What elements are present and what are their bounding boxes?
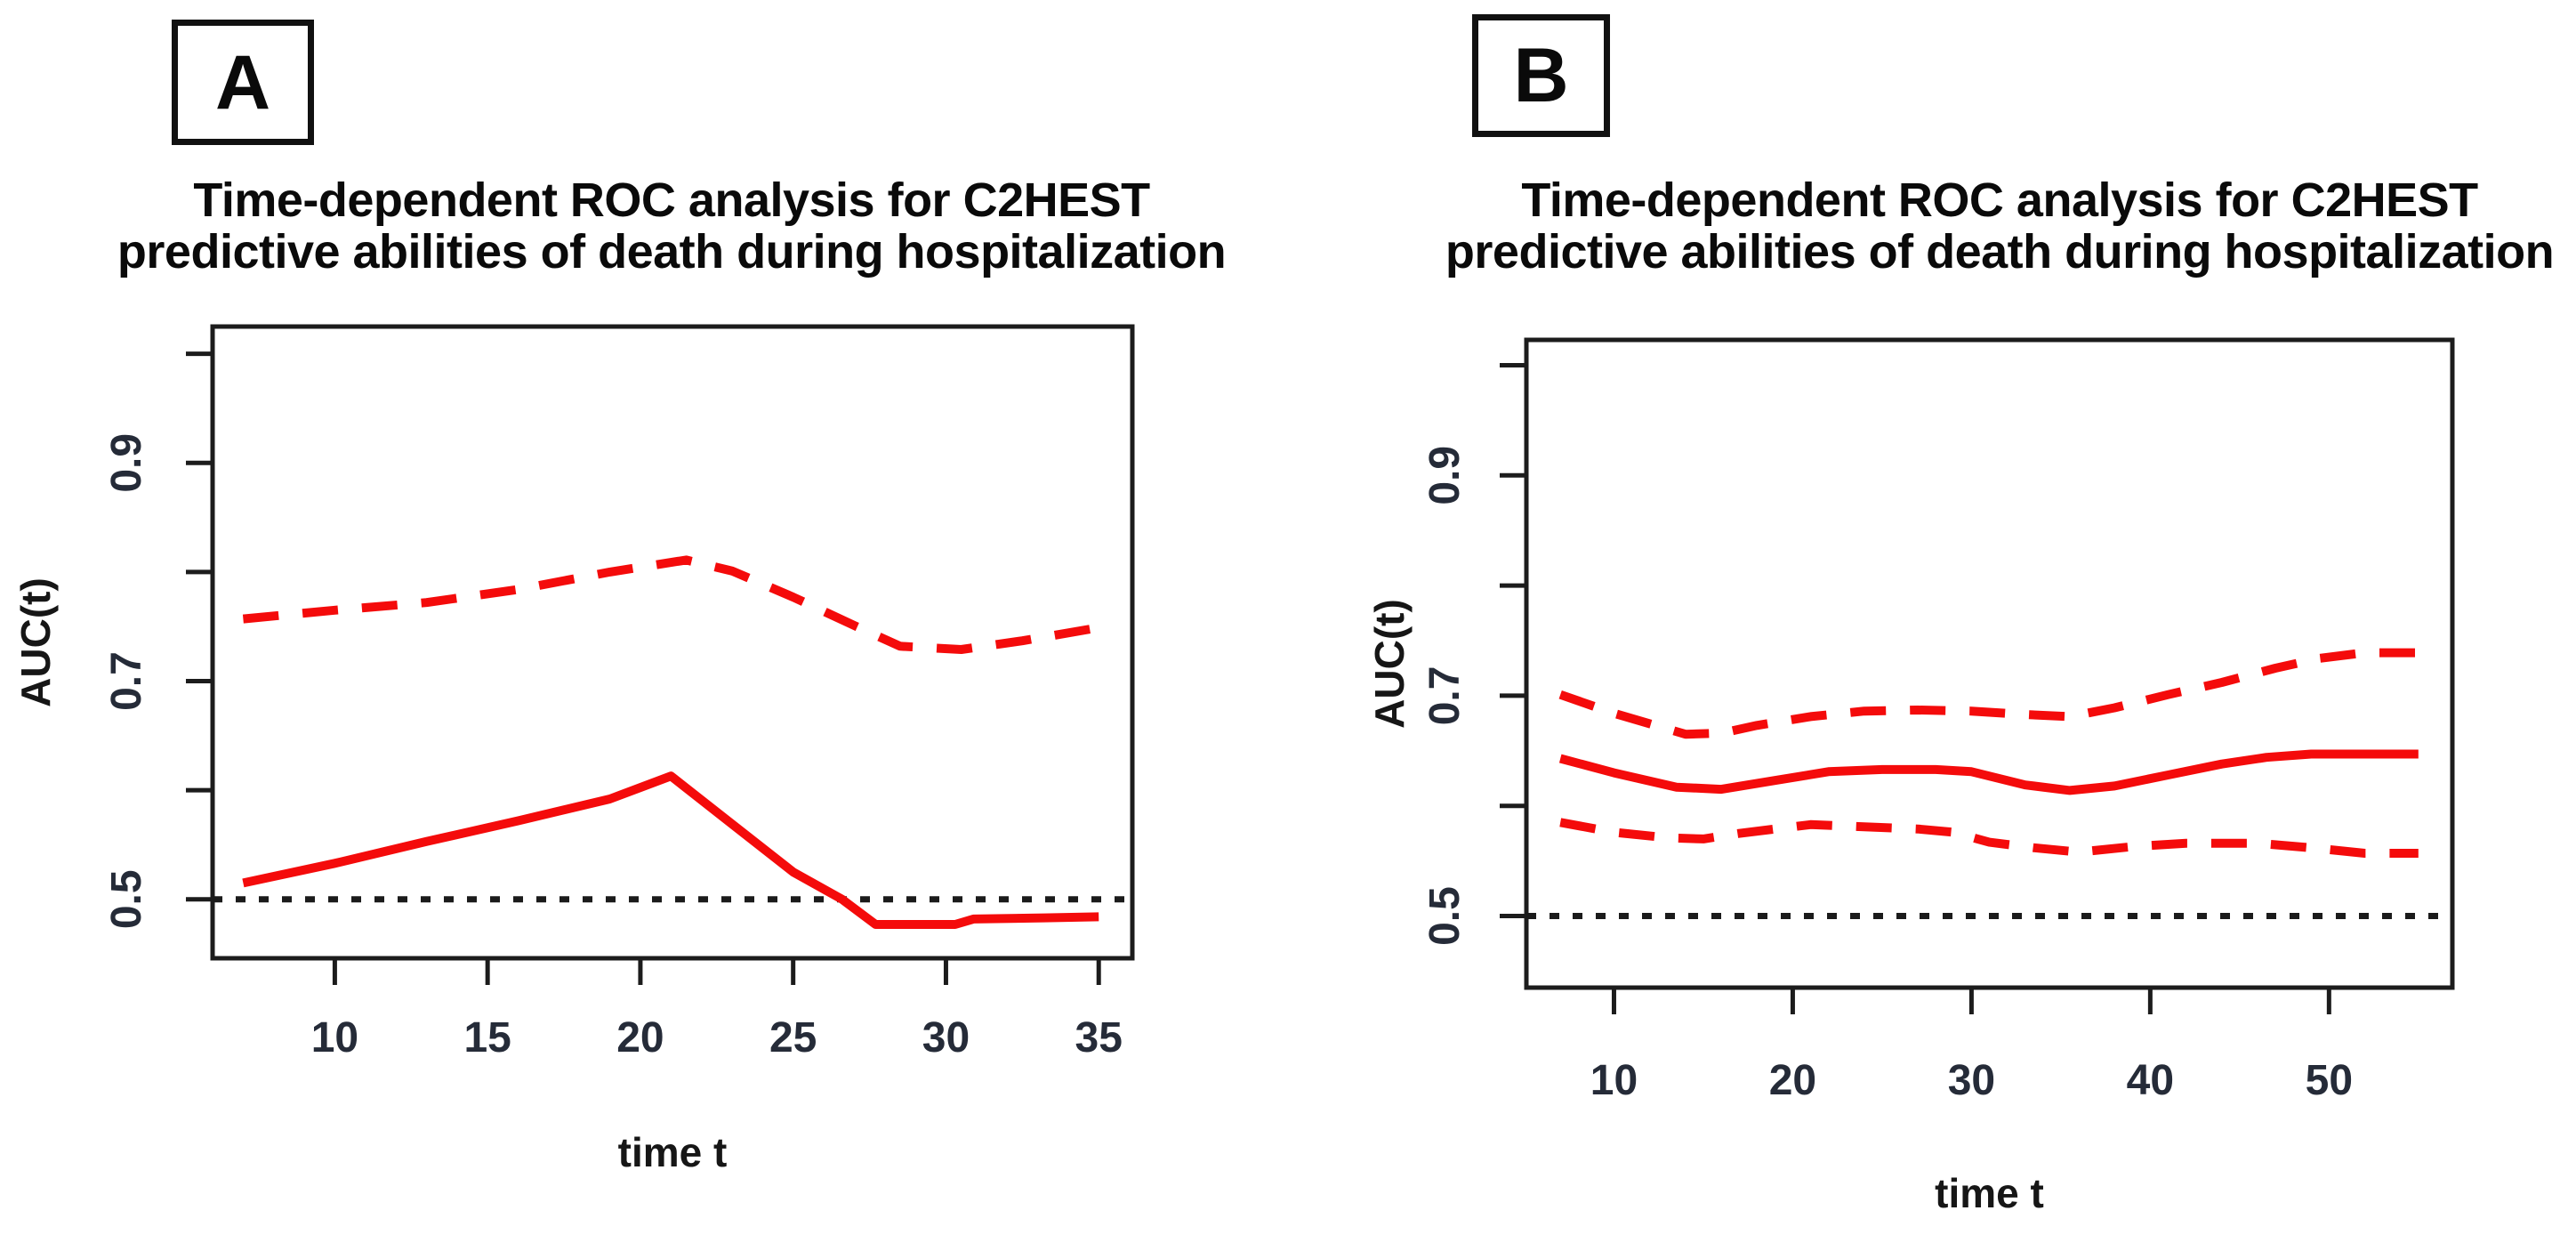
x-tick-label: 35 [1075, 1014, 1123, 1061]
x-tick-label: 10 [311, 1014, 358, 1061]
x-tick-label: 25 [769, 1014, 817, 1061]
y-tick-label: 0.7 [1421, 666, 1469, 726]
x-tick-label: 30 [922, 1014, 970, 1061]
x-tick-label: 30 [1948, 1057, 1995, 1104]
x-tick-label: 10 [1590, 1057, 1638, 1104]
panel-b-label-box: B [1472, 14, 1610, 137]
y-tick-label: 0.9 [1421, 446, 1469, 505]
x-tick-label: 20 [616, 1014, 664, 1061]
panel-a-title-line1: Time-dependent ROC analysis for C2HEST [193, 174, 1150, 227]
confidence-band-line [1558, 648, 2419, 739]
x-tick-label: 15 [463, 1014, 511, 1061]
panel-b-letter: B [1513, 33, 1569, 118]
x-tick-label: 20 [1769, 1057, 1816, 1104]
auc-estimate-line [1558, 749, 2419, 795]
panel-a-label-box: A [172, 20, 314, 145]
x-tick-label: 40 [2127, 1057, 2174, 1104]
x-axis-title: time t [618, 1129, 728, 1175]
confidence-band-line [242, 555, 1100, 654]
panel-a-title-line2: predictive abilities of death during hos… [117, 225, 1227, 278]
panel-a-chart: 10 15 20 25 30 35 0.5 0.7 0.9 time t AUC(t) [12, 324, 1135, 1175]
panel-b-title: Time-dependent ROC analysis for C2HEST p… [1423, 174, 2576, 278]
confidence-band-line [1559, 818, 2419, 858]
y-tick-label: 0.5 [103, 869, 150, 929]
panel-a-letter: A [214, 39, 271, 125]
x-tick-label: 50 [2306, 1057, 2353, 1104]
plot-box [210, 324, 1135, 961]
panel-b-chart: 10 20 30 40 50 0.5 0.7 0.9 time t AUC(t) [1366, 337, 2455, 1216]
y-tick-label: 0.7 [103, 651, 150, 711]
panel-b-title-line1: Time-dependent ROC analysis for C2HEST [1521, 174, 2478, 227]
y-axis-title: AUC(t) [1366, 599, 1413, 729]
x-axis-title: time t [1935, 1170, 2044, 1216]
panel-a-title: Time-dependent ROC analysis for C2HEST p… [93, 174, 1250, 278]
panel-b-title-line2: predictive abilities of death during hos… [1445, 225, 2555, 278]
y-tick-label: 0.5 [1421, 886, 1469, 946]
y-axis-title: AUC(t) [12, 577, 59, 707]
y-tick-label: 0.9 [103, 433, 150, 493]
auc-estimate-line [242, 771, 1099, 929]
plot-box [1524, 337, 2455, 990]
